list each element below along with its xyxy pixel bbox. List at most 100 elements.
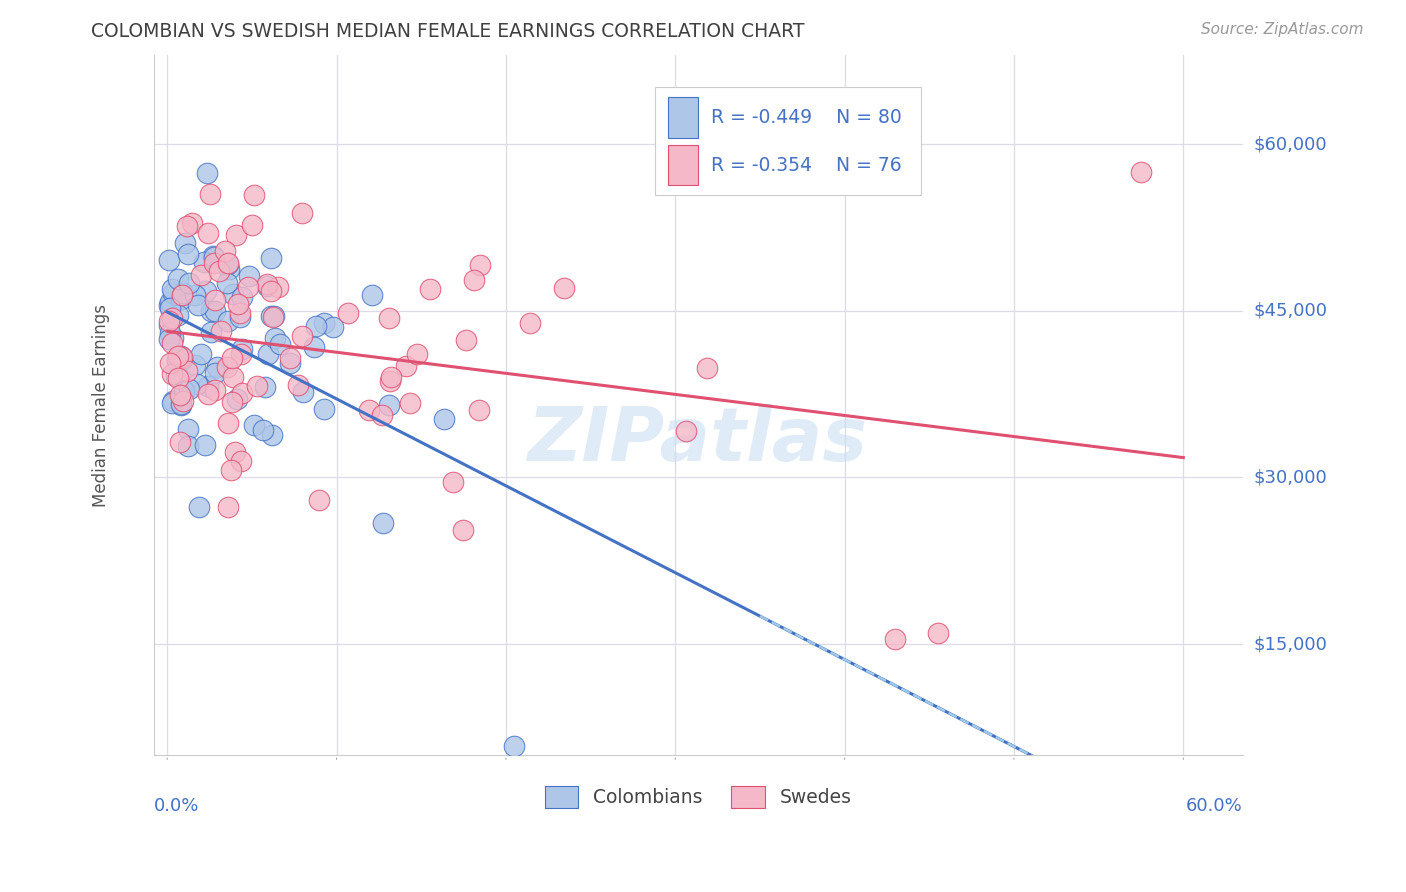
Point [308, 492, 330, 507]
Text: 0.0%: 0.0% [153, 797, 200, 815]
Point [302, 340, 325, 354]
Point [172, 286, 194, 301]
Point [208, 264, 231, 278]
Text: ZIPatlas: ZIPatlas [529, 404, 868, 476]
Point [240, 218, 263, 232]
Point [884, 632, 907, 646]
Point [181, 216, 204, 230]
Point [263, 310, 285, 324]
Point [204, 293, 226, 307]
Point [186, 376, 208, 391]
Point [190, 347, 212, 361]
Text: R = -0.449    N = 80: R = -0.449 N = 80 [711, 108, 901, 127]
Point [371, 408, 394, 422]
Point [927, 626, 949, 640]
Point [157, 253, 180, 268]
Point [159, 294, 181, 309]
Point [170, 352, 193, 367]
Point [184, 358, 207, 372]
Point [231, 290, 253, 304]
Text: $45,000: $45,000 [1254, 301, 1327, 319]
Point [170, 292, 193, 306]
Point [1130, 165, 1153, 179]
Bar [668, 97, 699, 137]
Point [336, 305, 359, 319]
Point [231, 385, 253, 400]
Point [174, 235, 197, 250]
Point [380, 370, 402, 384]
Point [170, 397, 193, 411]
Point [193, 255, 215, 269]
Point [162, 394, 184, 409]
Point [157, 332, 180, 346]
Point [222, 287, 245, 301]
Point [252, 423, 274, 437]
Point [305, 319, 328, 334]
Point [468, 258, 491, 272]
Point [176, 219, 198, 234]
Point [159, 326, 181, 341]
Point [202, 249, 225, 263]
Point [167, 349, 190, 363]
Point [160, 336, 183, 351]
Point [228, 310, 250, 324]
Point [167, 308, 190, 322]
Point [217, 256, 239, 270]
Point [256, 279, 278, 293]
Point [378, 398, 401, 412]
Point [454, 333, 477, 347]
Text: $30,000: $30,000 [1254, 468, 1327, 486]
Point [267, 280, 290, 294]
Point [696, 360, 718, 375]
Point [253, 380, 276, 394]
Point [243, 188, 266, 202]
Point [322, 320, 344, 334]
Point [231, 342, 253, 356]
Point [169, 388, 191, 402]
Point [190, 268, 212, 282]
Point [278, 356, 301, 370]
Point [406, 346, 429, 360]
Point [170, 350, 193, 364]
Point [187, 500, 209, 514]
Point [224, 445, 246, 459]
Point [157, 314, 180, 328]
Point [312, 402, 335, 417]
Point [675, 424, 697, 438]
Point [159, 301, 181, 315]
Point [194, 285, 217, 299]
Point [219, 463, 242, 477]
Point [451, 523, 474, 537]
Point [226, 297, 249, 311]
Point [256, 346, 278, 360]
Point [291, 385, 314, 400]
Point [218, 262, 240, 277]
Text: 60.0%: 60.0% [1185, 797, 1243, 815]
Text: Source: ZipAtlas.com: Source: ZipAtlas.com [1201, 22, 1364, 37]
Point [159, 356, 181, 370]
Point [246, 379, 269, 393]
Point [260, 284, 283, 298]
Point [378, 311, 401, 326]
Point [165, 368, 187, 383]
Text: $15,000: $15,000 [1254, 635, 1327, 653]
Point [157, 298, 180, 312]
Point [200, 186, 222, 201]
Point [172, 288, 194, 302]
Point [378, 374, 401, 388]
Point [225, 227, 247, 242]
Point [195, 166, 218, 180]
Point [238, 280, 260, 294]
Point [166, 353, 188, 368]
Point [269, 337, 291, 351]
Point [229, 306, 252, 320]
Point [215, 360, 238, 375]
Point [260, 428, 283, 442]
Point [217, 500, 239, 514]
Text: Median Female Earnings: Median Female Earnings [93, 303, 110, 507]
Point [200, 325, 222, 339]
Point [160, 395, 183, 409]
Point [222, 370, 245, 384]
Point [160, 282, 183, 296]
Point [204, 250, 226, 264]
